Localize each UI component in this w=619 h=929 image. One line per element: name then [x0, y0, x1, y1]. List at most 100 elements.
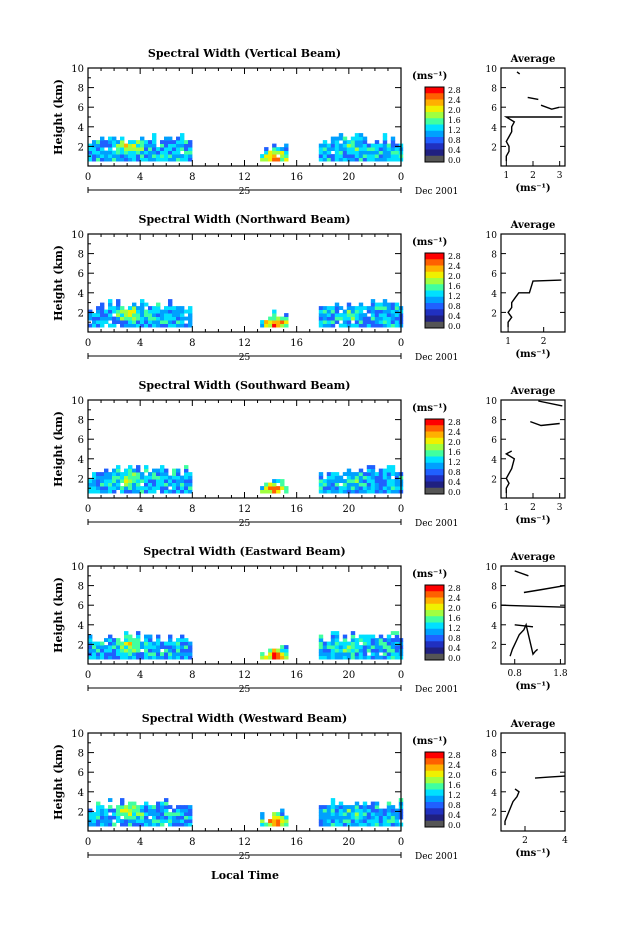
heatmap-cell	[334, 655, 340, 660]
heatmap-cell	[280, 819, 285, 823]
x-tick-label: 0	[85, 172, 91, 183]
heatmap	[88, 631, 404, 660]
colorbar-swatch	[425, 591, 444, 598]
heatmap-cell	[152, 133, 157, 137]
colorbar-swatch	[425, 777, 444, 784]
heatmap-cell	[334, 136, 340, 141]
y-tick-label: 6	[78, 269, 84, 280]
heatmap-cell	[362, 801, 368, 806]
heatmap-cell	[260, 822, 265, 827]
heatmap-cell	[164, 482, 169, 487]
colorbar-tick-label: 1.2	[448, 458, 461, 467]
heatmap-cell	[112, 486, 117, 490]
heatmap-cell	[176, 150, 181, 155]
heatmap-cell	[272, 648, 277, 653]
colorbar-swatch	[425, 87, 444, 94]
day-label: 25	[239, 852, 251, 862]
heatmap-cell	[152, 472, 157, 476]
heatmap-cell	[188, 323, 193, 328]
heatmap-cell	[268, 157, 273, 162]
heatmap-cell	[128, 323, 133, 328]
heatmap-cell	[184, 815, 189, 820]
colorbar-swatch	[425, 437, 444, 445]
heatmap-cell	[116, 652, 121, 656]
heatmap-cell	[124, 150, 129, 155]
heatmap-cell	[370, 299, 376, 303]
heatmap-cell	[354, 140, 360, 144]
heatmap-cell	[334, 482, 340, 487]
heatmap-cell	[156, 652, 161, 656]
heatmap-cell	[140, 472, 145, 476]
heatmap-cell	[108, 489, 113, 494]
heatmap-cell	[100, 313, 105, 317]
avg-x-tick-label: 2	[541, 337, 547, 347]
heatmap-cell	[144, 147, 149, 151]
colorbar-tick-label: 1.2	[448, 624, 461, 633]
heatmap-cell	[152, 808, 157, 813]
heatmap-cell	[374, 822, 380, 827]
heatmap-cell	[112, 140, 117, 144]
heatmap-cell	[358, 157, 364, 162]
heatmap-cell	[378, 306, 384, 310]
heatmap-cell	[386, 822, 392, 827]
heatmap-cell	[334, 140, 340, 144]
heatmap-cell	[390, 316, 396, 321]
heatmap-cell	[268, 316, 273, 321]
heatmap-cell	[132, 313, 137, 317]
heatmap-cell	[358, 306, 364, 310]
heatmap-cell	[394, 655, 400, 660]
heatmap-cell	[358, 136, 364, 141]
heatmap-cell	[390, 323, 396, 328]
colorbar-tick-label: 1.6	[448, 116, 461, 125]
heatmap-cell	[140, 147, 145, 151]
avg-y-tick-label: 6	[491, 436, 497, 446]
heatmap-cell	[390, 819, 396, 823]
heatmap-cell	[318, 316, 324, 321]
heatmap-cell	[136, 143, 141, 148]
heatmap-cell	[354, 133, 360, 137]
heatmap-cell	[176, 472, 181, 476]
heatmap-cell	[144, 150, 149, 155]
x-tick-label: 20	[342, 504, 355, 515]
heatmap-cell	[354, 479, 360, 483]
heatmap-cell	[334, 648, 340, 653]
heatmap-cell	[124, 812, 129, 816]
heatmap-cell	[176, 482, 181, 487]
heatmap-cell	[366, 808, 372, 813]
heatmap-cell	[354, 143, 360, 148]
heatmap-cell	[358, 140, 364, 144]
heatmap-cell	[346, 140, 352, 144]
heatmap-cell	[390, 645, 396, 649]
heatmap-cell	[386, 309, 392, 314]
colorbar-swatch	[425, 271, 444, 279]
heatmap-cell	[168, 299, 173, 303]
x-tick-label: 0	[85, 504, 91, 515]
heatmap-cell	[268, 482, 273, 487]
colorbar-swatch	[425, 303, 444, 310]
avg-x-tick-label: 2	[522, 836, 528, 846]
heatmap-cell	[264, 482, 269, 487]
heatmap-cell	[338, 641, 344, 646]
colorbar-tick-label: 2.0	[448, 106, 461, 115]
colorbar-swatch	[425, 456, 444, 464]
heatmap-cell	[394, 634, 400, 639]
heatmap-cell	[104, 815, 109, 820]
heatmap-cell	[188, 648, 193, 653]
heatmap-cell	[374, 819, 380, 823]
heatmap-cell	[350, 655, 356, 660]
heatmap-cell	[116, 486, 121, 490]
heatmap-cell	[350, 140, 356, 144]
heatmap-cell	[330, 819, 336, 823]
heatmap-cell	[184, 652, 189, 656]
x-tick-label: 4	[137, 338, 143, 349]
y-tick-label: 8	[78, 84, 84, 95]
heatmap-cell	[148, 808, 153, 813]
heatmap-cell	[156, 634, 161, 639]
heatmap-cell	[128, 812, 133, 816]
heatmap-cell	[370, 302, 376, 307]
heatmap-cell	[168, 638, 173, 642]
heatmap-cell	[188, 313, 193, 317]
heatmap-cell	[342, 805, 348, 809]
heatmap-cell	[386, 143, 392, 148]
heatmap-cell	[136, 140, 141, 144]
